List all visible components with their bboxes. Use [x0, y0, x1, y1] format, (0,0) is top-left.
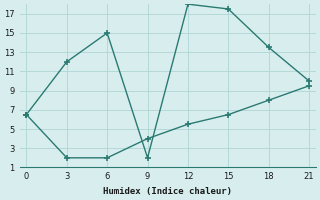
- X-axis label: Humidex (Indice chaleur): Humidex (Indice chaleur): [103, 187, 232, 196]
